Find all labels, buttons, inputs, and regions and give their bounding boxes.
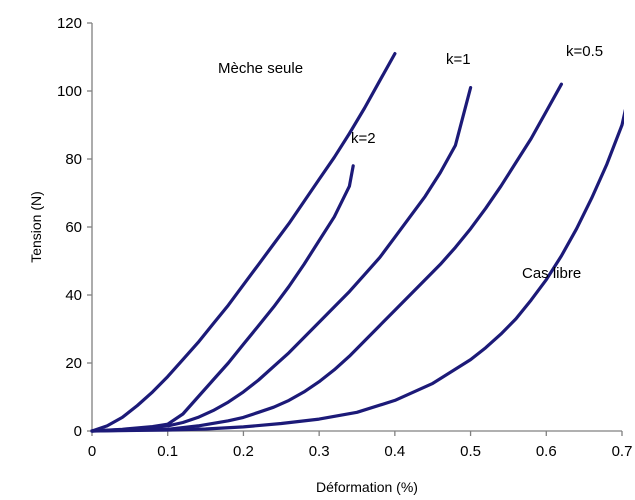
y-tick-label: 120	[57, 15, 82, 32]
series-label: k=0.5	[566, 43, 603, 60]
y-tick-label: 60	[65, 219, 82, 236]
y-tick-label: 0	[74, 423, 82, 440]
y-tick-label: 100	[57, 83, 82, 100]
y-tick-label: 20	[65, 355, 82, 372]
series-line-0	[90, 51, 397, 433]
x-tick-label: 0.6	[536, 443, 557, 460]
series-line-1	[90, 164, 355, 433]
x-tick-label: 0.3	[309, 443, 330, 460]
x-tick-label: 0.5	[460, 443, 481, 460]
y-tick-label: 80	[65, 151, 82, 168]
series-line-3	[90, 82, 564, 433]
series-line-2	[90, 85, 473, 433]
x-tick-label: 0.7	[612, 443, 633, 460]
x-tick-label: 0.1	[157, 443, 178, 460]
y-tick-label: 40	[65, 287, 82, 304]
x-axis-title: Déformation (%)	[316, 479, 418, 495]
series-line-4	[90, 108, 624, 433]
y-axis-title: Tension (N)	[28, 191, 44, 263]
x-tick-label: 0.4	[384, 443, 405, 460]
series-label: Mèche seule	[218, 60, 303, 77]
x-tick-label: 0	[88, 443, 96, 460]
series-label: k=2	[351, 130, 376, 147]
series-label: k=1	[446, 51, 471, 68]
series-label: Cas libre	[522, 265, 581, 282]
x-tick-label: 0.2	[233, 443, 254, 460]
